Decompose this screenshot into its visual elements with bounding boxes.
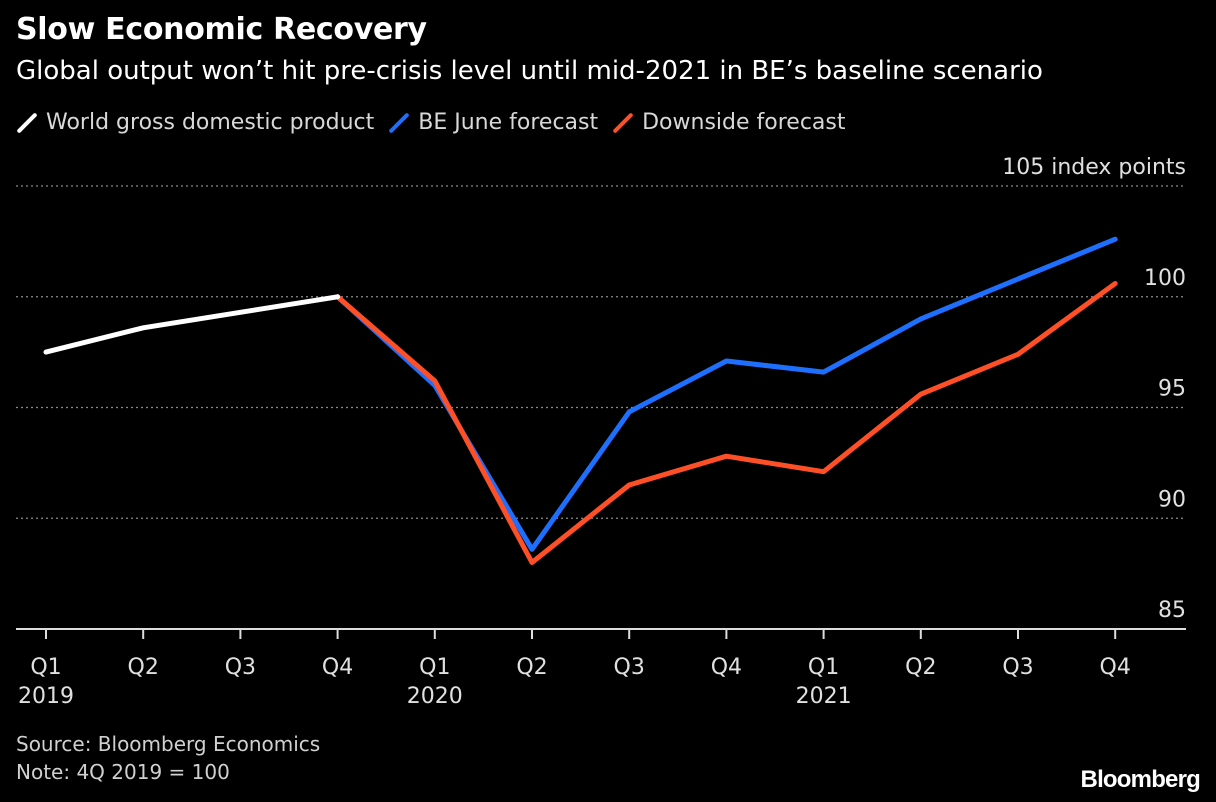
series-line-world-gdp: [43, 294, 341, 355]
source-note: Source: Bloomberg Economics: [16, 732, 321, 756]
x-tick-label-1: Q2: [128, 655, 159, 680]
y-tick-label-100: 100: [1144, 266, 1186, 291]
legend-item-world-gdp: World gross domestic product: [16, 110, 374, 135]
x-year-label-2021: 2021: [796, 684, 852, 709]
y-tick-label-85: 85: [1158, 598, 1186, 623]
chart-title: Slow Economic Recovery: [16, 12, 427, 47]
bloomberg-logo: Bloomberg: [1080, 766, 1201, 793]
series-line-downside-forecast: [335, 281, 1118, 565]
legend-label-june-forecast: BE June forecast: [418, 110, 599, 135]
legend-label-world-gdp: World gross domestic product: [46, 110, 375, 135]
x-year-label-2020: 2020: [407, 684, 463, 709]
y-tick-label-105: 105 index points: [1002, 155, 1186, 180]
x-tick-label-2: Q3: [225, 655, 256, 680]
x-year-label-2019: 2019: [18, 684, 74, 709]
x-tick-label-4: Q1: [419, 655, 450, 680]
y-tick-label-90: 90: [1158, 487, 1186, 512]
chart-subtitle: Global output won’t hit pre-crisis level…: [16, 56, 1043, 86]
x-tick-label-8: Q1: [808, 655, 839, 680]
index-note: Note: 4Q 2019 = 100: [16, 760, 230, 784]
x-tick-label-0: Q1: [30, 655, 61, 680]
legend-item-june-forecast: BE June forecast: [388, 110, 598, 135]
x-tick-label-7: Q4: [711, 655, 742, 680]
x-tick-label-11: Q4: [1100, 655, 1131, 680]
x-tick-label-10: Q3: [1002, 655, 1033, 680]
legend-label-downside-forecast: Downside forecast: [642, 110, 846, 135]
x-tick-label-9: Q2: [905, 655, 936, 680]
y-tick-label-95: 95: [1158, 377, 1186, 402]
legend: World gross domestic product BE June for…: [16, 110, 859, 135]
x-tick-label-3: Q4: [322, 655, 353, 680]
series-line-june-forecast: [335, 236, 1118, 552]
x-tick-label-6: Q3: [614, 655, 645, 680]
legend-item-downside-forecast: Downside forecast: [612, 110, 845, 135]
x-tick-label-5: Q2: [516, 655, 547, 680]
